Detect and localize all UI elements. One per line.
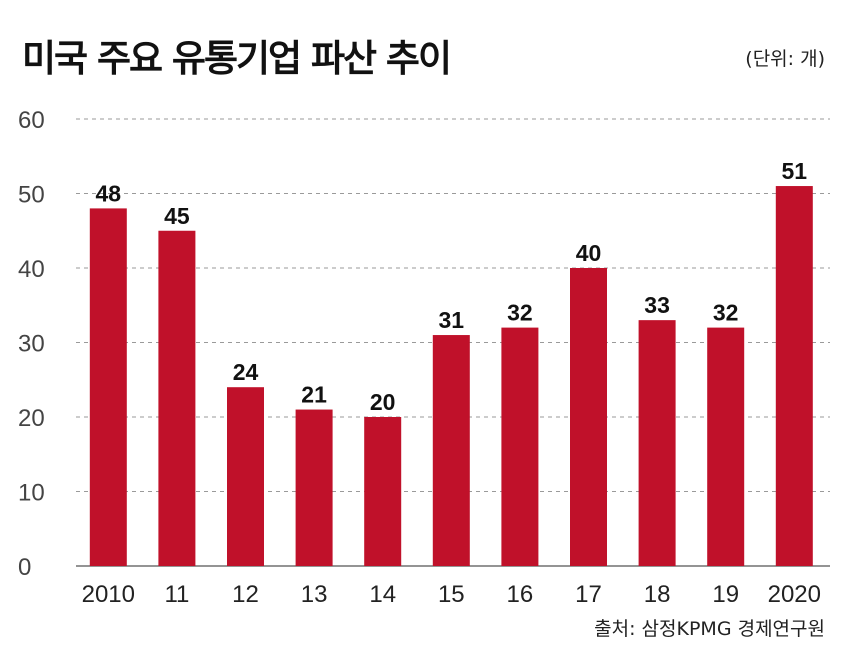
x-tick-label: 12 <box>232 581 259 608</box>
x-tick-label: 11 <box>164 581 189 608</box>
y-tick-label: 40 <box>18 256 45 283</box>
x-tick-label: 13 <box>301 581 328 608</box>
y-tick-label: 20 <box>18 405 45 432</box>
y-tick-label: 50 <box>18 182 45 209</box>
data-label: 40 <box>576 240 602 266</box>
data-label: 32 <box>507 300 533 326</box>
bar <box>364 417 402 566</box>
bar <box>501 327 539 566</box>
data-label: 21 <box>301 382 327 408</box>
chart-title: 미국 주요 유통기업 파산 추이 <box>22 37 452 80</box>
bar <box>432 335 470 566</box>
x-tick-label: 16 <box>507 581 534 608</box>
bar <box>227 387 264 566</box>
data-label: 31 <box>439 307 465 333</box>
bar <box>89 208 127 566</box>
y-tick-label: 10 <box>18 480 45 507</box>
x-tick-label: 15 <box>438 581 465 608</box>
x-tick-label: 19 <box>712 581 739 608</box>
bar <box>158 230 196 566</box>
data-label: 33 <box>644 292 670 318</box>
x-tick-label: 14 <box>369 581 396 608</box>
data-label: 20 <box>370 389 396 415</box>
unit-note: (단위: 개) <box>745 48 825 70</box>
data-label: 51 <box>782 158 808 184</box>
bar <box>295 409 333 566</box>
bar <box>638 320 676 566</box>
bar <box>775 186 813 567</box>
data-label: 32 <box>713 300 739 326</box>
bar <box>707 327 745 566</box>
y-tick-label: 30 <box>18 331 45 358</box>
y-tick-label: 0 <box>18 554 31 581</box>
data-label: 48 <box>96 180 122 206</box>
x-tick-label: 2020 <box>768 581 821 608</box>
x-tick-label: 18 <box>644 581 671 608</box>
x-tick-label: 17 <box>575 581 602 608</box>
y-tick-label: 60 <box>18 107 45 134</box>
x-tick-label: 2010 <box>82 581 135 608</box>
data-label: 45 <box>164 203 190 229</box>
bar <box>570 268 607 566</box>
data-label: 24 <box>233 359 259 385</box>
source-note: 출처: 삼정KPMG 경제연구원 <box>594 618 825 640</box>
